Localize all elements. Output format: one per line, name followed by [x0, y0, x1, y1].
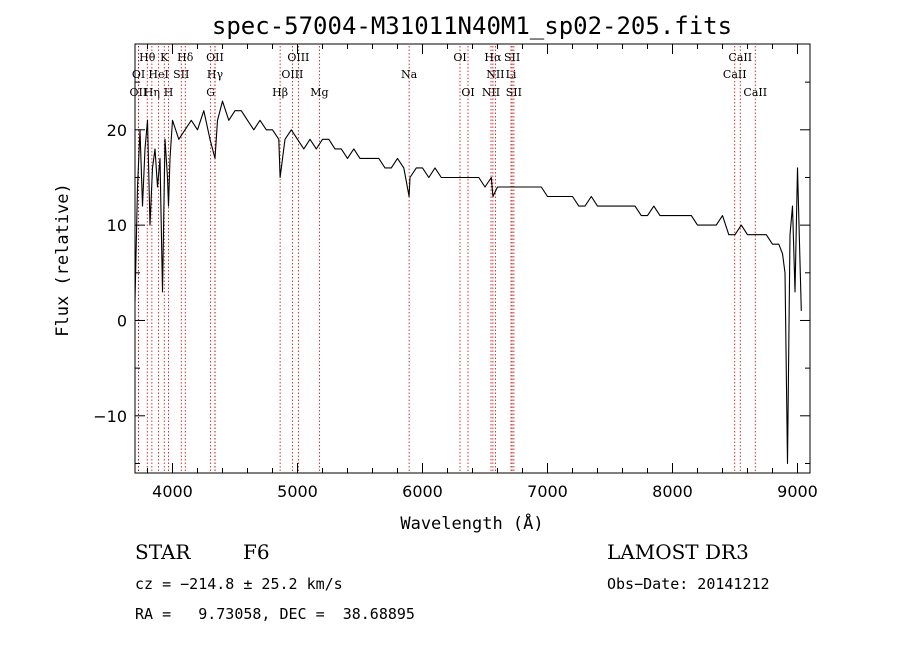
- line-marker-label: CaII: [728, 51, 752, 64]
- line-marker-label: NII: [482, 86, 500, 99]
- line-marker-label: Hγ: [207, 68, 224, 81]
- line-marker-label: Li: [506, 68, 517, 81]
- line-marker-label: SII: [173, 68, 189, 81]
- spectrum-series: [134, 100, 802, 465]
- x-tick-label: 6000: [402, 482, 443, 501]
- line-marker-label: SII: [506, 86, 522, 99]
- line-marker-label: HeI: [148, 68, 168, 81]
- line-marker-label: G: [206, 86, 215, 99]
- line-marker-label: SII: [504, 51, 520, 64]
- line-marker-label: OIII: [281, 68, 303, 81]
- x-axis-label: Wavelength (Å): [400, 512, 543, 534]
- x-tick-label: 8000: [652, 482, 693, 501]
- x-tick-label: 5000: [277, 482, 318, 501]
- line-marker-label: Hδ: [177, 51, 194, 64]
- line-marker-label: OIII: [287, 51, 309, 64]
- y-tick-label: −10: [93, 407, 127, 426]
- line-marker-label: OI: [461, 86, 474, 99]
- line-marker-label: Hη: [144, 86, 160, 99]
- line-marker-label: K: [160, 51, 169, 64]
- y-axis-ticks: −10 0 10 20: [93, 81, 810, 464]
- line-marker-label: OI: [132, 68, 145, 81]
- object-class: STAR: [135, 540, 191, 564]
- y-axis-label: Flux (relative): [53, 183, 73, 337]
- chart-title: spec-57004-M31011N40M1_sp02-205.fits: [212, 12, 732, 40]
- line-marker-label: OII: [130, 86, 148, 99]
- x-axis-ticks: 4000 5000 6000 7000 8000 9000: [147, 44, 818, 501]
- y-tick-label: 0: [117, 311, 127, 330]
- line-marker-label: Mg: [310, 86, 328, 99]
- line-marker-label: OI: [453, 51, 466, 64]
- line-marker-label: H: [164, 86, 174, 99]
- y-tick-label: 10: [107, 216, 127, 235]
- x-tick-label: 9000: [777, 482, 818, 501]
- plot-frame: [134, 43, 811, 474]
- line-marker-label: CaII: [723, 68, 747, 81]
- line-marker-label: Na: [401, 68, 418, 81]
- observation-date: Obs−Date: 20141212: [607, 575, 770, 593]
- spectrum-line: [134, 100, 802, 465]
- object-subclass: F6: [243, 540, 270, 564]
- survey-name: LAMOST DR3: [607, 540, 749, 564]
- line-marker-label: CaII: [743, 86, 767, 99]
- line-marker-label: Hα: [484, 51, 502, 64]
- line-marker-label: OII: [206, 51, 224, 64]
- line-marker-label: Hβ: [272, 86, 288, 99]
- line-marker-label: NII: [486, 68, 504, 81]
- line-marker-label: Hθ: [139, 51, 156, 64]
- redshift-cz: cz = −214.8 ± 25.2 km/s: [135, 575, 343, 593]
- x-tick-label: 7000: [527, 482, 568, 501]
- coordinates: RA = 9.73058, DEC = 38.68895: [135, 605, 415, 623]
- x-tick-label: 4000: [152, 482, 193, 501]
- line-markers: [137, 46, 756, 473]
- y-tick-label: 20: [107, 121, 127, 140]
